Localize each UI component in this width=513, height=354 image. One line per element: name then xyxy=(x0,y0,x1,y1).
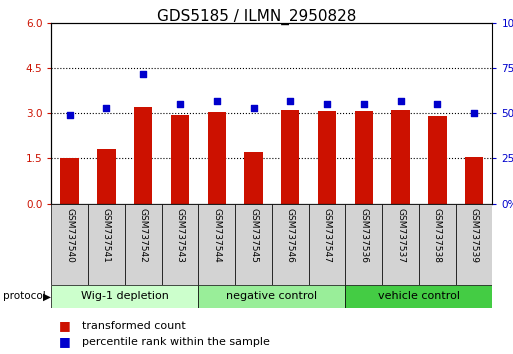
Text: ■: ■ xyxy=(59,335,71,348)
Text: percentile rank within the sample: percentile rank within the sample xyxy=(82,337,270,347)
Bar xyxy=(51,285,199,308)
Point xyxy=(433,101,441,107)
Text: GSM737537: GSM737537 xyxy=(396,207,405,263)
Bar xyxy=(345,285,492,308)
Text: GSM737542: GSM737542 xyxy=(139,207,148,262)
Bar xyxy=(88,204,125,285)
Point xyxy=(360,101,368,107)
Text: negative control: negative control xyxy=(226,291,318,302)
Text: protocol: protocol xyxy=(3,291,45,301)
Bar xyxy=(235,204,272,285)
Point xyxy=(249,105,258,111)
Point xyxy=(323,101,331,107)
Text: GSM737545: GSM737545 xyxy=(249,207,258,263)
Bar xyxy=(61,159,79,204)
Bar xyxy=(354,111,373,204)
Text: GSM737544: GSM737544 xyxy=(212,207,221,262)
Bar xyxy=(208,112,226,204)
Bar xyxy=(345,204,382,285)
Bar xyxy=(199,285,345,308)
Bar xyxy=(281,110,300,204)
Point xyxy=(397,98,405,103)
Bar xyxy=(419,204,456,285)
Point xyxy=(176,101,184,107)
Bar xyxy=(318,111,336,204)
Text: transformed count: transformed count xyxy=(82,321,186,331)
Point xyxy=(102,105,110,111)
Text: vehicle control: vehicle control xyxy=(378,291,460,302)
Bar xyxy=(382,204,419,285)
Bar xyxy=(465,157,483,204)
Text: GSM737539: GSM737539 xyxy=(469,207,479,263)
Bar xyxy=(51,204,88,285)
Bar xyxy=(309,204,345,285)
Text: ■: ■ xyxy=(59,319,71,332)
Bar xyxy=(125,204,162,285)
Bar xyxy=(199,204,235,285)
Point xyxy=(470,110,478,116)
Text: GSM737536: GSM737536 xyxy=(359,207,368,263)
Text: GSM737540: GSM737540 xyxy=(65,207,74,263)
Bar xyxy=(391,110,410,204)
Point xyxy=(212,98,221,103)
Bar xyxy=(456,204,492,285)
Bar xyxy=(97,149,115,204)
Text: GSM737543: GSM737543 xyxy=(175,207,185,263)
Text: GSM737541: GSM737541 xyxy=(102,207,111,263)
Bar xyxy=(272,204,309,285)
Text: ▶: ▶ xyxy=(43,291,51,301)
Text: GSM737546: GSM737546 xyxy=(286,207,295,263)
Text: GSM737538: GSM737538 xyxy=(433,207,442,263)
Bar xyxy=(428,116,446,204)
Bar xyxy=(134,107,152,204)
Point xyxy=(66,112,74,118)
Text: GDS5185 / ILMN_2950828: GDS5185 / ILMN_2950828 xyxy=(157,9,356,25)
Bar xyxy=(162,204,199,285)
Bar xyxy=(171,115,189,204)
Point xyxy=(139,71,147,76)
Point xyxy=(286,98,294,103)
Text: Wig-1 depletion: Wig-1 depletion xyxy=(81,291,169,302)
Bar xyxy=(244,152,263,204)
Text: GSM737547: GSM737547 xyxy=(323,207,331,263)
